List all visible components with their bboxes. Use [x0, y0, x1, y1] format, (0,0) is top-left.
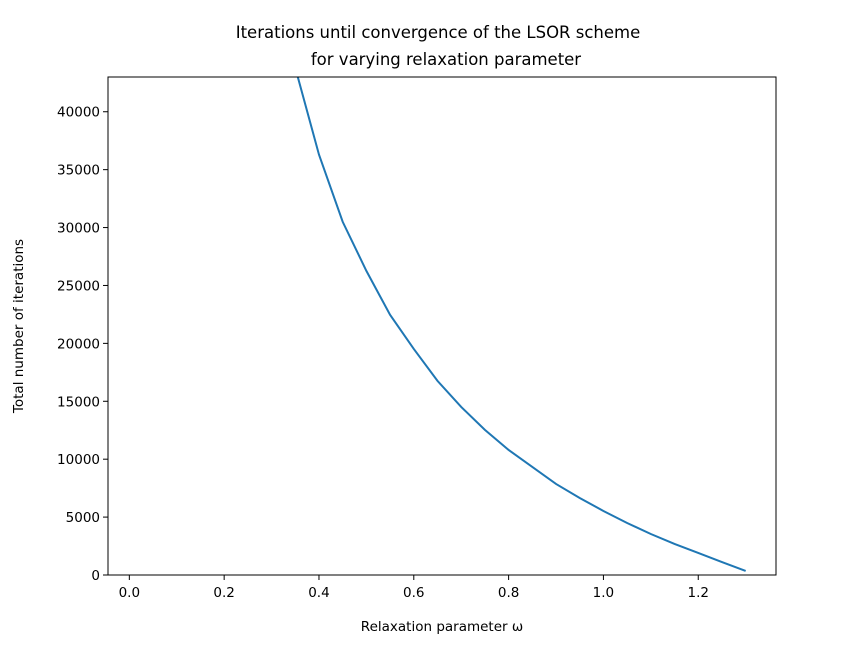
y-tick-label: 5000: [66, 510, 100, 526]
y-tick-label: 30000: [57, 221, 100, 237]
line: [296, 77, 747, 572]
plot-frame: [107, 76, 777, 576]
y-tick-label: 0: [91, 568, 100, 584]
y-tick-label: 20000: [57, 336, 100, 352]
y-tick-label: 40000: [57, 105, 100, 121]
y-tick-label: 10000: [57, 452, 100, 468]
y-axis-label: Total number of iterations: [11, 239, 27, 414]
x-tick-label: 0.6: [403, 585, 424, 601]
chart-title: for varying relaxation parameter: [311, 50, 581, 69]
x-tick-label: 0.0: [119, 585, 140, 601]
y-tick-label: 35000: [57, 163, 100, 179]
y-tick-label: 15000: [57, 394, 100, 410]
x-tick-label: 0.4: [308, 585, 329, 601]
x-axis-label: Relaxation parameter ω: [361, 619, 523, 635]
chart-title: Iterations until convergence of the LSOR…: [236, 23, 641, 42]
x-tick-label: 0.2: [213, 585, 234, 601]
x-tick-label: 1.0: [593, 585, 614, 601]
x-tick-label: 0.8: [498, 585, 519, 601]
x-tick-label: 1.2: [688, 585, 709, 601]
y-tick-label: 25000: [57, 278, 100, 294]
